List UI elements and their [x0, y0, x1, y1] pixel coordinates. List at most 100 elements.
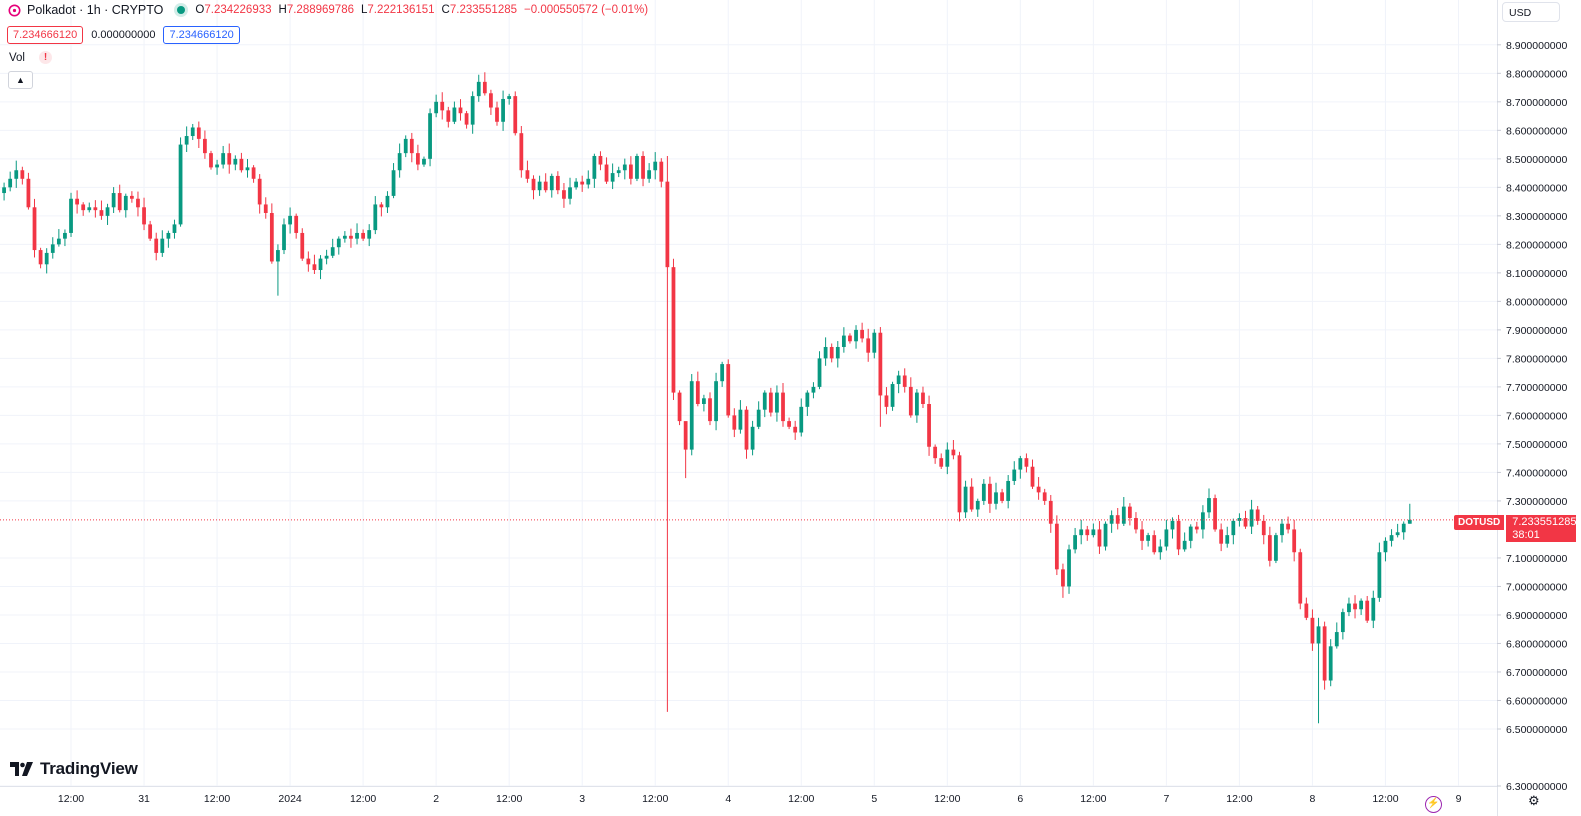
- price-tick-label: 8.300000000: [1506, 211, 1567, 223]
- candle-body: [489, 93, 493, 108]
- candle-body: [1334, 632, 1339, 647]
- candle-body: [921, 392, 925, 404]
- candle-body: [1012, 469, 1017, 481]
- candle-body: [775, 392, 779, 413]
- ohlc-close-value: 7.233551285: [449, 4, 518, 16]
- candle-body: [738, 409, 743, 430]
- candle-body: [203, 138, 207, 154]
- sell-price-button[interactable]: 7.234666120: [7, 26, 84, 44]
- ohlc-close-key: C: [441, 4, 450, 16]
- gear-icon[interactable]: ⚙: [1528, 793, 1540, 808]
- candle-body: [123, 195, 128, 211]
- candle-body: [1140, 529, 1144, 541]
- time-axis[interactable]: 12:00 31 12:00 2024 12:00 2 12:00 3 12:00 4 12:00 5…: [58, 793, 1462, 805]
- candle-body: [105, 207, 110, 216]
- candle-body: [306, 258, 311, 265]
- price-tick-label: 8.600000000: [1506, 125, 1567, 137]
- candle-body: [951, 449, 956, 456]
- candle-body: [1146, 535, 1151, 541]
- time-tick-label: 7: [1163, 793, 1169, 805]
- buy-price-button[interactable]: 7.234666120: [163, 26, 240, 44]
- price-tick-label: 6.300000000: [1506, 781, 1567, 793]
- time-tick-label: 9: [1456, 793, 1462, 805]
- candle-body: [878, 332, 883, 396]
- volume-indicator-legend[interactable]: Vol !: [9, 51, 52, 64]
- candle-body: [269, 213, 274, 262]
- symbol-title[interactable]: Polkadot · 1h · CRYPTO: [27, 3, 164, 17]
- candle-body: [245, 167, 250, 171]
- candle-body: [1030, 466, 1035, 487]
- candle-body: [99, 210, 104, 216]
- price-tick-label: 8.500000000: [1506, 154, 1567, 166]
- candle-body: [26, 178, 31, 208]
- price-tick-label: 7.100000000: [1506, 553, 1567, 565]
- candle-body: [495, 107, 499, 122]
- candle-body: [233, 158, 238, 165]
- candle-body: [622, 164, 627, 171]
- candle-body: [1316, 626, 1321, 644]
- price-tick-label: 6.700000000: [1506, 667, 1567, 679]
- candle-body: [671, 267, 676, 393]
- candle-body: [568, 187, 572, 199]
- price-tick-label: 7.500000000: [1506, 439, 1567, 451]
- time-tick-label: 12:00: [1226, 793, 1252, 805]
- candle-body: [361, 232, 366, 239]
- candle-body: [1225, 535, 1230, 544]
- tradingview-logo[interactable]: TradingView: [10, 759, 138, 779]
- candle-body: [945, 449, 950, 467]
- price-tick-label: 7.600000000: [1506, 410, 1567, 422]
- candle-body: [403, 138, 408, 154]
- candle-body: [1097, 529, 1102, 547]
- candle-body: [1109, 515, 1114, 524]
- candle-body: [318, 258, 323, 271]
- price-tick-label: 8.100000000: [1506, 268, 1567, 280]
- candle-body: [1267, 535, 1272, 561]
- candle-body: [1176, 520, 1181, 550]
- candle-body: [811, 386, 816, 393]
- candle-body: [178, 144, 183, 225]
- candle-body: [1395, 532, 1400, 536]
- price-tick-label: 6.500000000: [1506, 724, 1567, 736]
- candle-body: [531, 178, 536, 191]
- price-tag-symbol: DOTUSD: [1454, 515, 1505, 530]
- candle-body: [1073, 535, 1077, 550]
- candle-body: [562, 190, 566, 199]
- candle-body: [379, 204, 384, 208]
- candle-body: [592, 155, 597, 179]
- price-tag-countdown: 38:01: [1512, 529, 1540, 541]
- candle-body: [160, 238, 165, 253]
- candle-body: [537, 181, 542, 191]
- candle-body: [835, 346, 840, 359]
- candle-body: [1188, 526, 1193, 541]
- candle-body: [994, 492, 998, 504]
- candle-body: [50, 244, 55, 253]
- price-axis[interactable]: 8.900000000 8.800000000 8.700000000 8.60000…: [1497, 40, 1567, 793]
- candle-body: [647, 170, 652, 179]
- warning-icon[interactable]: !: [39, 51, 52, 64]
- candle-body: [288, 215, 292, 225]
- candle-body: [902, 375, 907, 387]
- lightning-icon[interactable]: ⚡: [1425, 796, 1442, 813]
- candle-body: [81, 204, 86, 211]
- candle-body: [136, 198, 140, 208]
- candle-body: [525, 170, 530, 179]
- currency-selector[interactable]: USD: [1502, 2, 1560, 22]
- candle-body: [56, 238, 61, 245]
- last-price-tag: DOTUSD 7.233551285 38:01: [1454, 515, 1576, 542]
- time-tick-label: 12:00: [642, 793, 668, 805]
- price-tick-label: 8.700000000: [1506, 97, 1567, 109]
- candle-body: [939, 458, 944, 467]
- candle-body: [1383, 540, 1388, 553]
- candle-body: [1249, 509, 1254, 527]
- candle-body: [69, 198, 73, 233]
- candle-body: [866, 338, 871, 353]
- candle-body: [1127, 506, 1132, 519]
- candle-body: [276, 250, 280, 262]
- market-open-status-icon[interactable]: [177, 6, 186, 14]
- candle-body: [653, 161, 658, 171]
- candle-body: [282, 224, 286, 251]
- collapse-legend-button[interactable]: ▲: [8, 71, 33, 89]
- time-tick-label: 6: [1017, 793, 1023, 805]
- candle-body: [702, 398, 706, 404]
